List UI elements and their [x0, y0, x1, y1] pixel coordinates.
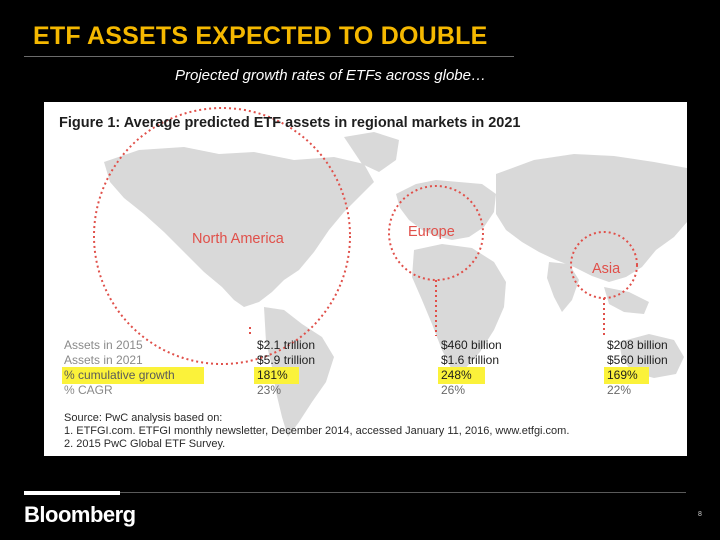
- source-heading: Source: PwC analysis based on:: [64, 412, 223, 424]
- highlight-band-europe: [438, 367, 485, 384]
- europe-circle: [388, 185, 484, 281]
- asia-cumulative-growth: 169%: [607, 368, 638, 382]
- asia-cagr: 22%: [607, 383, 632, 397]
- africa-landmass: [412, 244, 506, 370]
- region-label-europe: Europe: [408, 224, 455, 240]
- north-america-landmass: [104, 147, 374, 307]
- continents: [104, 132, 687, 437]
- europe-assets-2021: $1.6 trillion: [441, 353, 500, 367]
- southeast-asia-landmass: [604, 287, 649, 314]
- north-america-assets-2015: $2.1 trillion: [257, 338, 316, 352]
- source-line-1: 1. ETFGI.com. ETFGI monthly newsletter, …: [64, 425, 570, 437]
- north-america-assets-2021: $5.9 trillion: [257, 353, 316, 367]
- north-america-cagr: 23%: [257, 383, 282, 397]
- europe-assets-2015: $460 billion: [441, 338, 502, 352]
- asia-assets-2021: $560 billion: [607, 353, 668, 367]
- europe-landmass: [396, 180, 496, 240]
- europe-cumulative-growth: 248%: [441, 368, 472, 382]
- title-divider: [24, 56, 514, 57]
- asia-assets-2015: $208 billion: [607, 338, 668, 352]
- greenland-landmass: [344, 132, 399, 172]
- highlight-band-north-america: [254, 367, 299, 384]
- slide-subtitle: Projected growth rates of ETFs across gl…: [175, 67, 486, 84]
- row-label-cumulative-growth: % cumulative growth: [64, 368, 175, 382]
- row-label-assets-2021: Assets in 2021: [64, 353, 143, 367]
- europe-cagr: 26%: [441, 383, 466, 397]
- south-america-landmass: [264, 307, 334, 437]
- slide-title: ETF ASSETS EXPECTED TO DOUBLE: [33, 22, 488, 50]
- india-landmass: [547, 262, 579, 312]
- row-label-assets-2015: Assets in 2015: [64, 338, 143, 352]
- figure-image: Figure 1: Average predicted ETF assets i…: [44, 102, 687, 456]
- region-label-north-america: North America: [192, 231, 284, 247]
- highlight-band-asia: [604, 367, 649, 384]
- row-label-cagr: % CAGR: [64, 383, 113, 397]
- page-number: 8: [698, 511, 702, 518]
- asia-landmass: [496, 154, 687, 282]
- world-map-graphic: [93, 107, 687, 437]
- region-label-asia: Asia: [592, 261, 621, 277]
- bloomberg-logo: Bloomberg: [24, 502, 136, 527]
- footer-accent-rule: [24, 491, 120, 495]
- source-line-2: 2. 2015 PwC Global ETF Survey.: [64, 438, 226, 450]
- north-america-cumulative-growth: 181%: [257, 368, 288, 382]
- footer-divider: [120, 492, 686, 493]
- north-america-circle: [93, 107, 351, 365]
- highlight-band-label: [62, 367, 204, 384]
- figure-title: Figure 1: Average predicted ETF assets i…: [59, 115, 521, 131]
